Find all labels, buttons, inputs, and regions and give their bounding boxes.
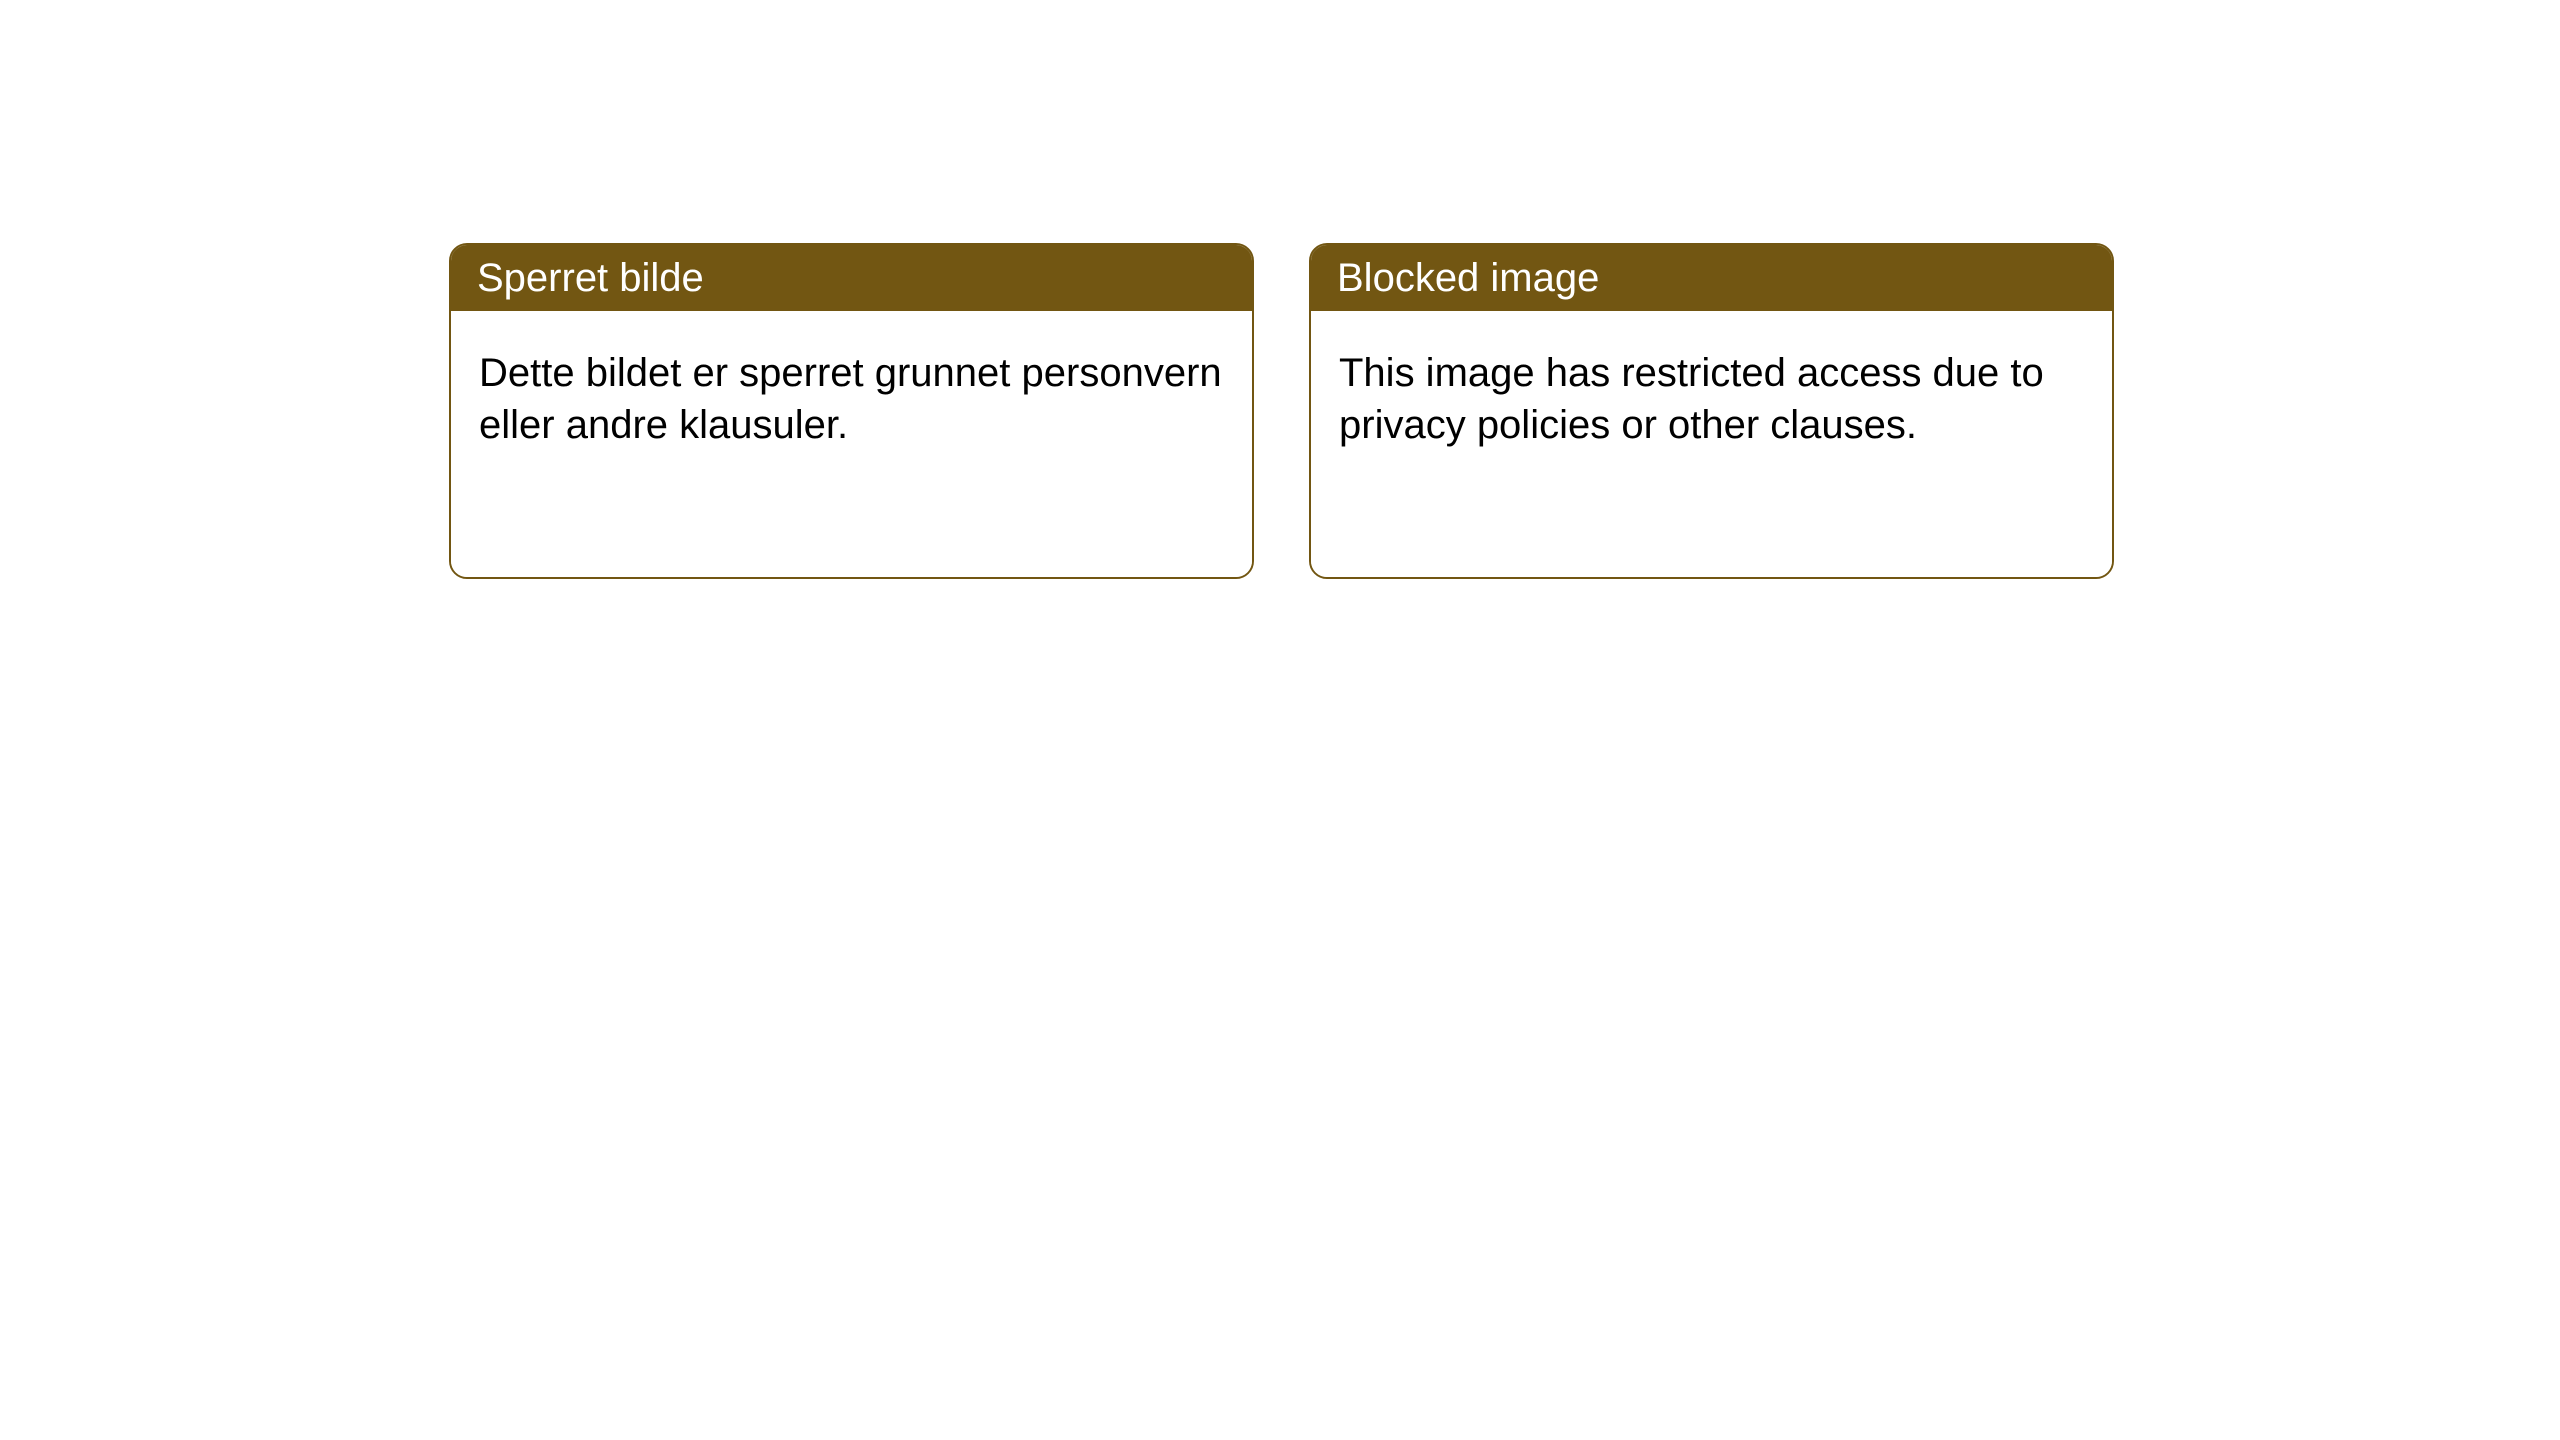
notice-card-norwegian: Sperret bilde Dette bildet er sperret gr… <box>449 243 1254 579</box>
card-header-norwegian: Sperret bilde <box>451 245 1252 311</box>
card-header-english: Blocked image <box>1311 245 2112 311</box>
card-text-norwegian: Dette bildet er sperret grunnet personve… <box>479 351 1222 447</box>
card-title-english: Blocked image <box>1337 256 1599 300</box>
notice-cards-container: Sperret bilde Dette bildet er sperret gr… <box>449 243 2114 579</box>
card-body-english: This image has restricted access due to … <box>1311 311 2112 577</box>
card-body-norwegian: Dette bildet er sperret grunnet personve… <box>451 311 1252 577</box>
card-title-norwegian: Sperret bilde <box>477 256 704 300</box>
card-text-english: This image has restricted access due to … <box>1339 351 2044 447</box>
notice-card-english: Blocked image This image has restricted … <box>1309 243 2114 579</box>
